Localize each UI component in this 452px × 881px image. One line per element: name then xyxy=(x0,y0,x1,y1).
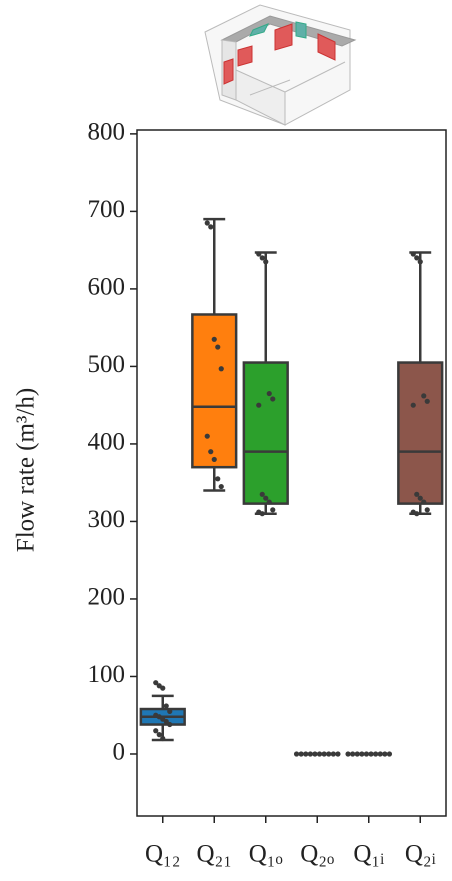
y-tick-label: 500 xyxy=(88,351,126,378)
data-point xyxy=(204,220,210,226)
data-point xyxy=(345,751,351,757)
data-point xyxy=(417,259,423,265)
x-tick-label: Q₁₂ xyxy=(145,841,181,868)
data-point xyxy=(382,751,388,757)
y-tick-label: 600 xyxy=(88,274,126,301)
data-point xyxy=(270,507,276,513)
house-icon xyxy=(204,4,357,126)
data-point xyxy=(326,751,332,757)
data-point xyxy=(421,393,427,399)
data-point xyxy=(421,499,427,505)
data-point xyxy=(307,751,313,757)
y-tick-label: 0 xyxy=(113,739,126,766)
data-point xyxy=(312,751,318,757)
data-point xyxy=(215,476,221,482)
data-point xyxy=(354,751,360,757)
data-point xyxy=(208,449,214,455)
data-point xyxy=(330,751,336,757)
data-point xyxy=(321,751,327,757)
data-point xyxy=(266,390,272,397)
data-point xyxy=(298,751,304,757)
data-point xyxy=(316,751,323,757)
data-point xyxy=(359,751,365,757)
data-point xyxy=(424,398,430,404)
data-point xyxy=(335,751,341,757)
data-point xyxy=(218,366,224,372)
data-point xyxy=(215,344,221,350)
data-point xyxy=(160,735,166,742)
box xyxy=(242,361,289,505)
data-point xyxy=(256,251,262,257)
data-point xyxy=(386,751,393,757)
x-tick-label: Q₂ₒ xyxy=(300,841,334,868)
data-point xyxy=(218,483,224,490)
x-tick-label: Q₁ₒ xyxy=(249,841,283,868)
data-point xyxy=(153,728,159,734)
data-point xyxy=(414,491,420,497)
data-point xyxy=(417,495,423,501)
plot-frame xyxy=(136,129,447,817)
data-point xyxy=(293,751,300,757)
data-point xyxy=(167,708,173,714)
x-tick-label: Q₂ᵢ xyxy=(405,841,436,868)
data-point xyxy=(263,259,269,265)
data-point xyxy=(263,495,269,501)
data-point xyxy=(368,751,374,757)
x-tick-label: Q₁ᵢ xyxy=(353,841,384,868)
y-tick-label: 300 xyxy=(88,506,126,533)
data-point xyxy=(259,491,265,497)
data-point xyxy=(163,718,169,725)
data-point xyxy=(410,251,416,257)
data-point xyxy=(303,751,309,757)
data-point xyxy=(167,721,173,728)
data-point xyxy=(377,751,383,757)
y-tick-label: 800 xyxy=(88,119,126,146)
data-point xyxy=(270,396,276,402)
data-point xyxy=(256,402,262,408)
data-point xyxy=(424,507,430,513)
data-point xyxy=(163,703,169,709)
y-tick-label: 200 xyxy=(88,584,126,611)
y-tick-label: 100 xyxy=(88,661,126,688)
data-point xyxy=(373,751,379,757)
data-point xyxy=(350,751,356,757)
data-point xyxy=(414,511,420,517)
y-axis-label: Flow rate (m³/h) xyxy=(13,388,40,552)
data-point xyxy=(259,511,265,517)
x-tick-label: Q₂₁ xyxy=(197,841,233,868)
y-tick-label: 400 xyxy=(88,429,126,456)
data-point xyxy=(410,402,416,408)
data-point xyxy=(259,255,265,261)
data-point xyxy=(160,685,166,691)
data-point xyxy=(414,255,420,261)
y-tick-label: 700 xyxy=(88,196,126,223)
data-point xyxy=(208,224,214,230)
data-point xyxy=(363,751,370,757)
data-point xyxy=(211,336,217,342)
data-point xyxy=(204,433,210,439)
data-point xyxy=(211,456,217,463)
data-point xyxy=(153,680,159,686)
box xyxy=(397,361,444,505)
data-point xyxy=(266,499,272,505)
data-point xyxy=(156,732,162,738)
